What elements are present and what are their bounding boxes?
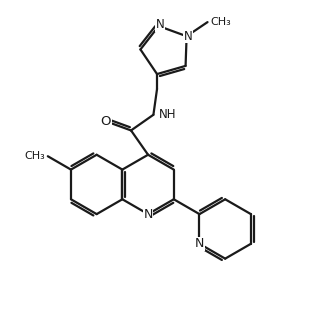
Text: N: N [184,30,193,43]
Text: N: N [156,18,165,31]
Text: NH: NH [159,108,176,121]
Text: O: O [100,115,111,128]
Text: CH₃: CH₃ [24,151,45,161]
Text: N: N [195,237,204,250]
Text: N: N [143,208,153,221]
Text: CH₃: CH₃ [211,17,232,27]
